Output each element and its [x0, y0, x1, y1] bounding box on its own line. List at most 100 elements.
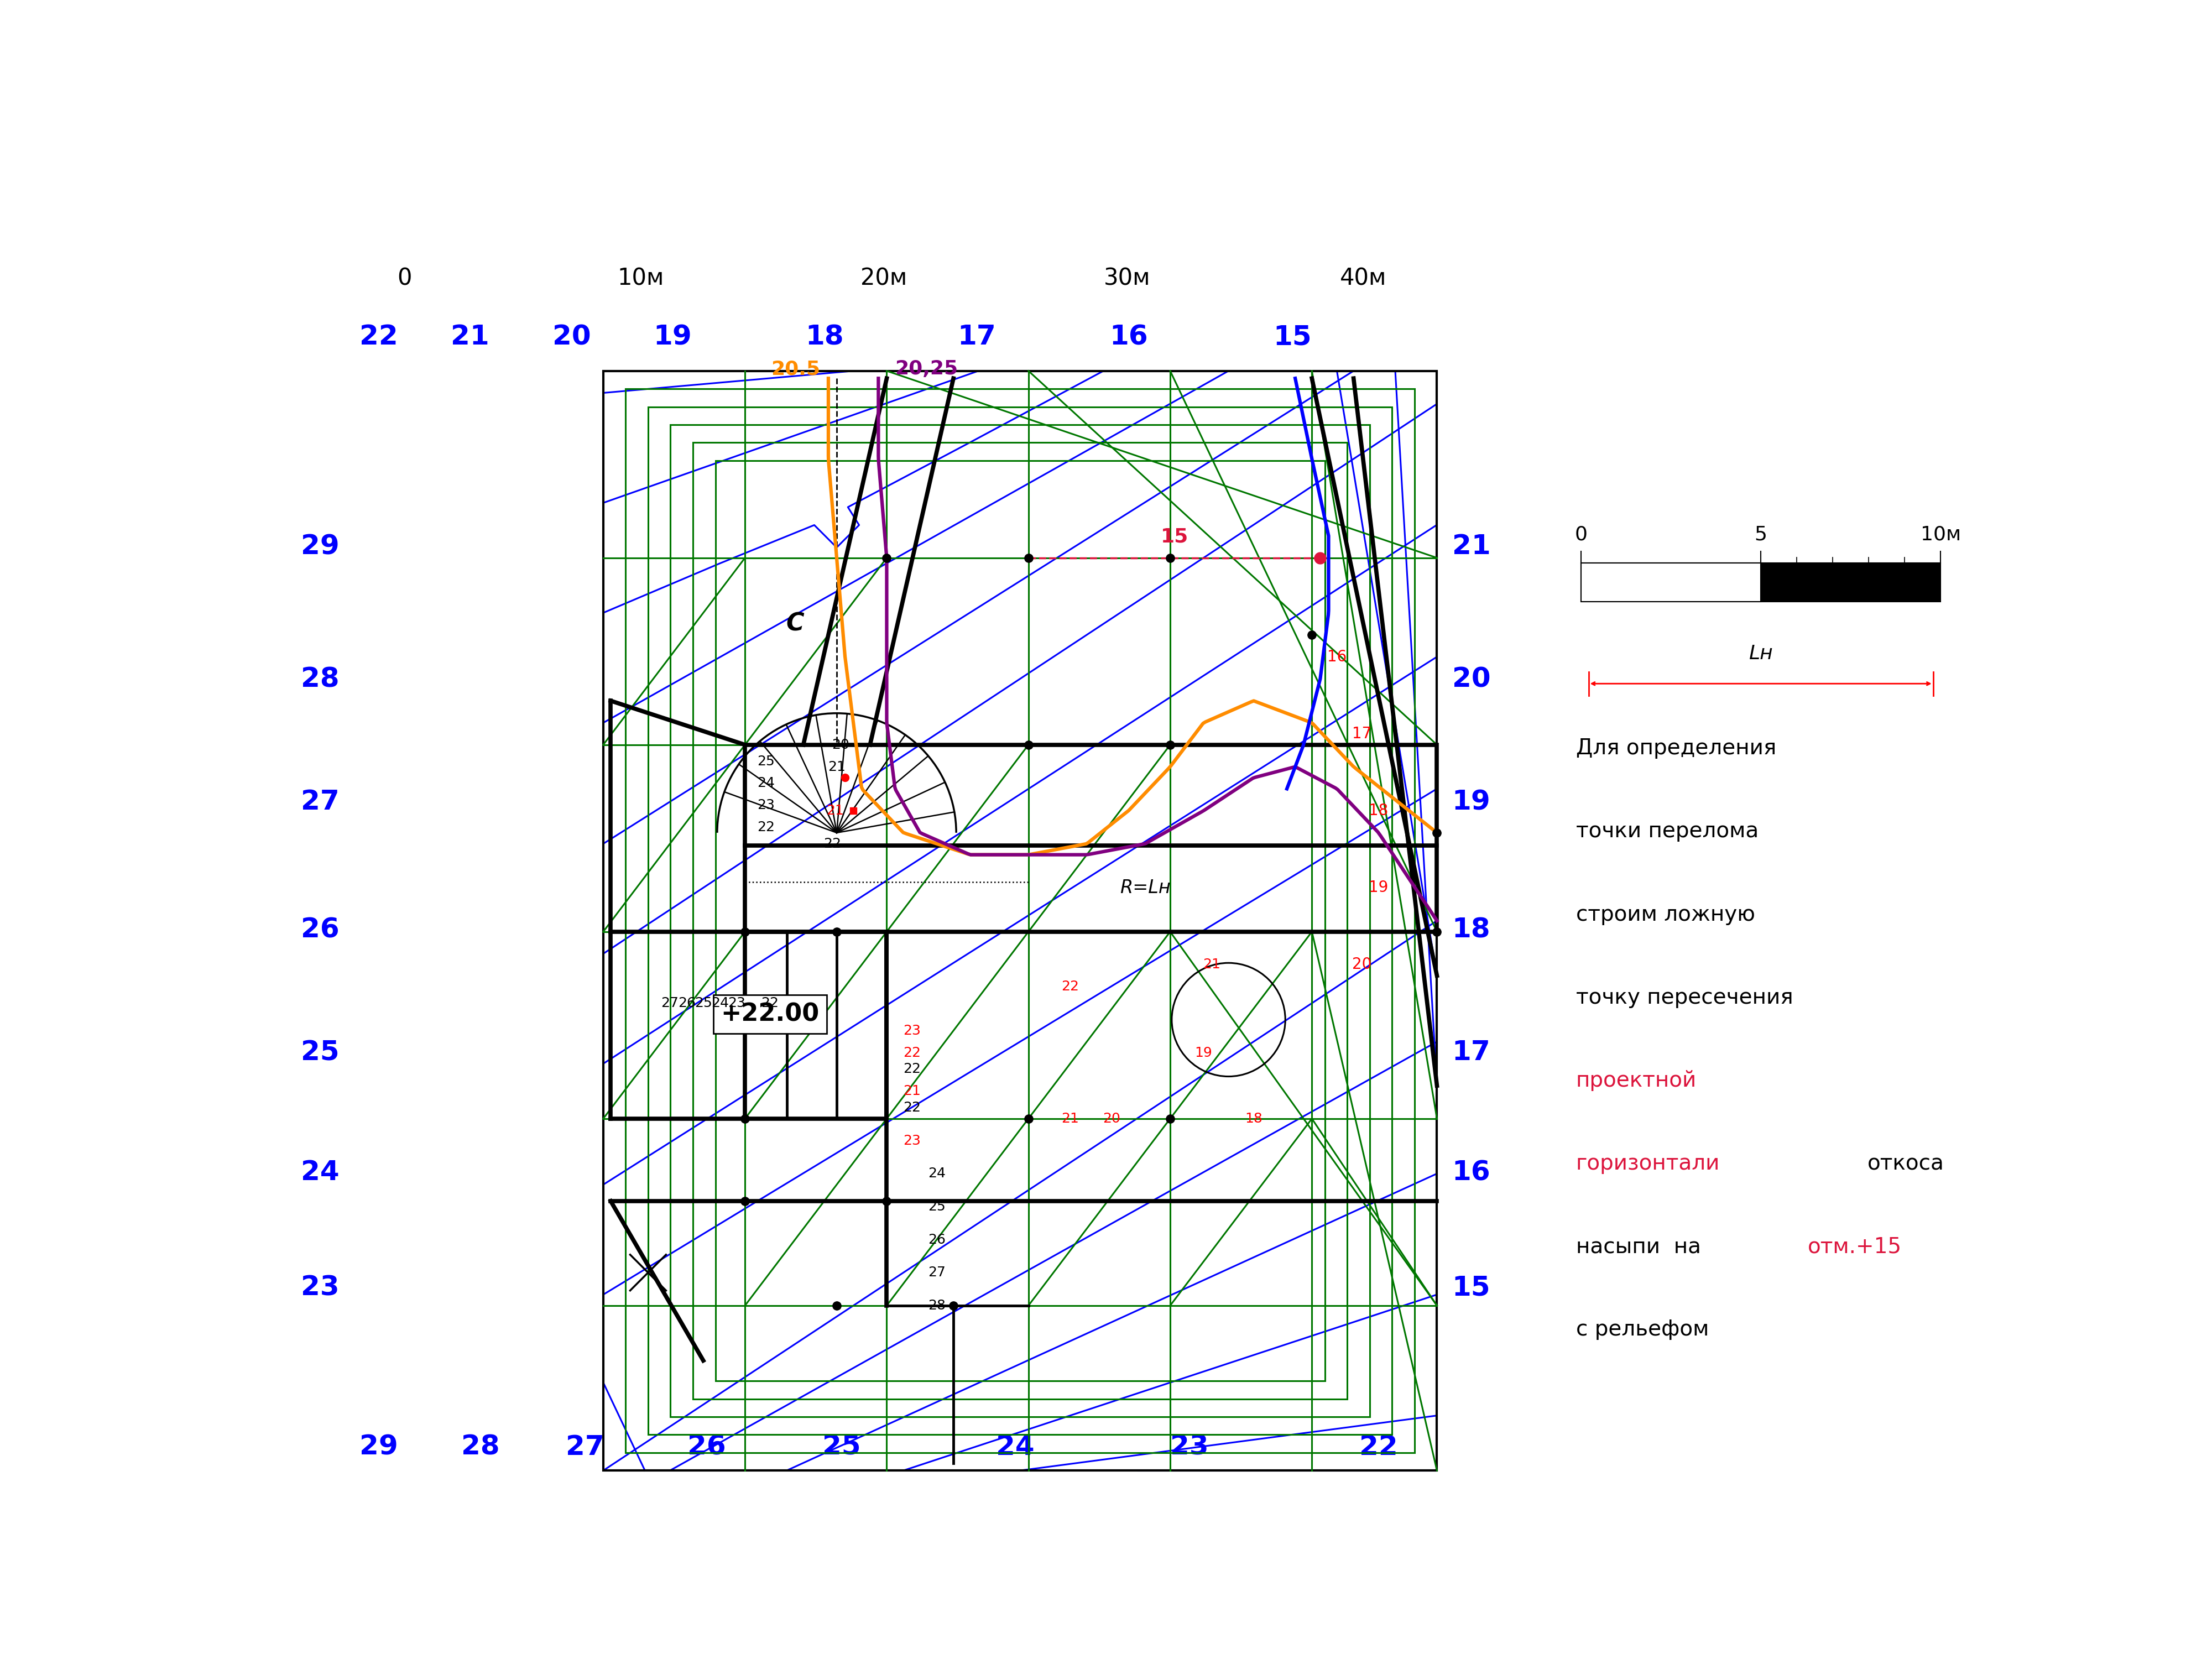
- Text: 24: 24: [757, 776, 774, 790]
- Text: 16: 16: [1327, 649, 1347, 665]
- Text: 20.5: 20.5: [770, 360, 821, 378]
- Text: 25: 25: [301, 1039, 338, 1065]
- Text: 24: 24: [927, 1166, 945, 1180]
- Text: 16: 16: [1110, 324, 1148, 350]
- Bar: [1582, 562, 1940, 602]
- Text: 19: 19: [653, 324, 692, 350]
- Text: 21: 21: [451, 324, 489, 350]
- Text: 20: 20: [832, 738, 849, 752]
- Text: 22: 22: [902, 1047, 920, 1060]
- Text: 20: 20: [553, 324, 591, 350]
- Text: отм.+15: отм.+15: [1807, 1236, 1902, 1258]
- Bar: [1582, 562, 1761, 602]
- Text: 0: 0: [396, 267, 411, 290]
- Text: 26: 26: [927, 1233, 945, 1246]
- Text: 22: 22: [902, 1102, 920, 1115]
- Text: Для определения: Для определения: [1575, 738, 1776, 758]
- Text: R=Lн: R=Lн: [1119, 879, 1170, 898]
- Text: 16: 16: [1451, 1160, 1491, 1186]
- Text: 30м: 30м: [1104, 267, 1150, 290]
- Text: 28: 28: [927, 1299, 945, 1312]
- Text: 27: 27: [566, 1433, 604, 1460]
- Text: 18: 18: [1245, 1112, 1263, 1125]
- Text: 25: 25: [695, 997, 712, 1010]
- Bar: [692, 443, 1347, 1399]
- Bar: [648, 406, 1391, 1435]
- Text: 22: 22: [361, 324, 398, 350]
- Text: 21: 21: [1203, 957, 1221, 971]
- Text: 0: 0: [1575, 524, 1588, 544]
- Text: 20: 20: [1451, 667, 1491, 693]
- Text: 22: 22: [761, 997, 779, 1010]
- Text: откоса: откоса: [1867, 1153, 1944, 1175]
- Text: 28: 28: [460, 1433, 500, 1460]
- Text: 18: 18: [805, 324, 845, 350]
- Text: 23: 23: [1170, 1433, 1208, 1460]
- Text: 24: 24: [710, 997, 728, 1010]
- Text: 23: 23: [902, 1024, 920, 1037]
- Text: 19: 19: [1194, 1047, 1212, 1060]
- Text: 17: 17: [1451, 1039, 1491, 1065]
- Text: 24: 24: [301, 1160, 338, 1186]
- Text: 18: 18: [1451, 916, 1491, 942]
- Bar: [745, 932, 887, 1118]
- Text: 21: 21: [1451, 533, 1491, 559]
- Text: 24: 24: [995, 1433, 1035, 1460]
- Text: 26: 26: [677, 997, 695, 1010]
- Text: 29: 29: [361, 1433, 398, 1460]
- Text: 10м: 10м: [617, 267, 664, 290]
- Text: 27: 27: [301, 788, 338, 815]
- Text: 22: 22: [823, 838, 841, 851]
- Text: 23: 23: [301, 1274, 338, 1301]
- Text: 20,25: 20,25: [896, 360, 958, 378]
- Text: 23: 23: [902, 1135, 920, 1148]
- Text: 22: 22: [902, 1062, 920, 1075]
- Text: 23: 23: [757, 798, 774, 811]
- Text: точки перелома: точки перелома: [1575, 821, 1759, 841]
- Text: 21: 21: [827, 760, 845, 773]
- Text: 25: 25: [823, 1433, 860, 1460]
- Text: 20: 20: [1104, 1112, 1121, 1125]
- Text: 19: 19: [1369, 879, 1389, 896]
- Text: 17: 17: [958, 324, 995, 350]
- Text: 40м: 40м: [1340, 267, 1387, 290]
- Text: 27: 27: [661, 997, 679, 1010]
- Text: 17: 17: [1352, 727, 1371, 742]
- Text: 26: 26: [301, 916, 338, 942]
- Text: Lн: Lн: [1750, 644, 1774, 664]
- Text: 21: 21: [827, 805, 843, 818]
- Text: 27: 27: [927, 1266, 945, 1279]
- Text: 20: 20: [1352, 957, 1371, 972]
- Text: точку пересечения: точку пересечения: [1575, 987, 1794, 1009]
- Text: 19: 19: [1451, 788, 1491, 815]
- Text: насыпи  на: насыпи на: [1575, 1236, 1708, 1258]
- Text: с рельефом: с рельефом: [1575, 1319, 1710, 1340]
- Text: 22: 22: [1062, 980, 1079, 994]
- Bar: [626, 388, 1413, 1453]
- Text: строим ложную: строим ложную: [1575, 904, 1754, 926]
- Text: 26: 26: [688, 1433, 726, 1460]
- Text: +22.00: +22.00: [721, 1002, 818, 1025]
- Text: 25: 25: [757, 755, 774, 768]
- Text: 5: 5: [1754, 524, 1767, 544]
- Text: 21: 21: [902, 1085, 920, 1098]
- Text: 29: 29: [301, 533, 338, 559]
- Bar: [670, 425, 1369, 1417]
- Text: 18: 18: [1369, 803, 1389, 818]
- Text: горизонтали: горизонтали: [1575, 1153, 1721, 1175]
- Text: проектной: проектной: [1575, 1070, 1697, 1092]
- Text: 22: 22: [1358, 1433, 1398, 1460]
- Bar: [745, 745, 1438, 932]
- Bar: [714, 461, 1325, 1380]
- Text: 15: 15: [1274, 324, 1312, 350]
- Text: 20м: 20м: [860, 267, 907, 290]
- Text: 22: 22: [757, 821, 774, 834]
- Text: 21: 21: [1062, 1112, 1079, 1125]
- Text: 28: 28: [301, 667, 338, 693]
- Text: C: C: [785, 612, 803, 635]
- Text: 15: 15: [1161, 528, 1188, 546]
- Text: 15: 15: [1451, 1274, 1491, 1301]
- Text: 10м: 10м: [1920, 524, 1960, 544]
- Text: 25: 25: [929, 1199, 945, 1213]
- Text: 23: 23: [728, 997, 745, 1010]
